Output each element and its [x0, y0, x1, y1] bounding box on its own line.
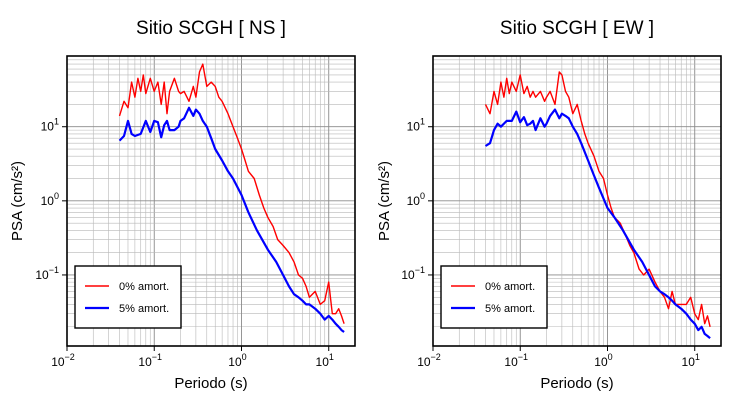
grid	[433, 56, 721, 346]
legend-box	[74, 265, 182, 329]
chart-1: 10−2 10−1 100 101 10−1 100 101 Sitio SCGH [ NS …	[9, 18, 356, 392]
axis-ticks: 10−2 10−1 100 101 10−1 100 101	[35, 117, 334, 369]
series-line-red	[118, 63, 345, 324]
y-tick-label: 10−1	[35, 265, 59, 282]
x-tick-label: 10−2	[51, 352, 75, 369]
y-tick-label: 101	[41, 117, 59, 134]
chart-title: Sitio SCGH [ EW ]	[500, 18, 654, 39]
legend-label: 0% amort.	[119, 281, 169, 293]
y-axis-label: PSA (cm/s²)	[376, 161, 393, 241]
y-tick-label: 10−1	[401, 265, 425, 282]
legend: 0% amort. 5% amort.	[74, 265, 182, 329]
y-tick-label: 100	[407, 191, 425, 208]
legend-label: 5% amort.	[119, 303, 169, 315]
chart-2: 10−2 10−1 100 101 10−1 100 101 Sitio SCGH [ EW …	[376, 18, 722, 392]
series-line-blue	[484, 108, 711, 340]
x-tick-label: 10−1	[504, 352, 528, 369]
x-tick-label: 101	[682, 352, 700, 369]
legend-label: 0% amort.	[485, 281, 535, 293]
x-tick-label: 10−2	[417, 352, 441, 369]
x-axis-label: Periodo (s)	[174, 375, 247, 392]
x-axis-label: Periodo (s)	[540, 375, 613, 392]
y-axis-label: PSA (cm/s²)	[9, 161, 26, 241]
x-tick-label: 10−1	[138, 352, 162, 369]
legend: 0% amort. 5% amort.	[440, 265, 548, 329]
series-line-blue	[118, 106, 345, 333]
x-tick-label: 101	[316, 352, 334, 369]
axis-ticks: 10−2 10−1 100 101 10−1 100 101	[401, 117, 700, 369]
chart-title: Sitio SCGH [ NS ]	[136, 18, 286, 39]
y-tick-label: 100	[41, 191, 59, 208]
legend-label: 5% amort.	[485, 303, 535, 315]
series-line-red	[484, 71, 711, 327]
y-tick-label: 101	[407, 117, 425, 134]
x-tick-label: 100	[594, 352, 612, 369]
x-tick-label: 100	[228, 352, 246, 369]
legend-box	[440, 265, 548, 329]
